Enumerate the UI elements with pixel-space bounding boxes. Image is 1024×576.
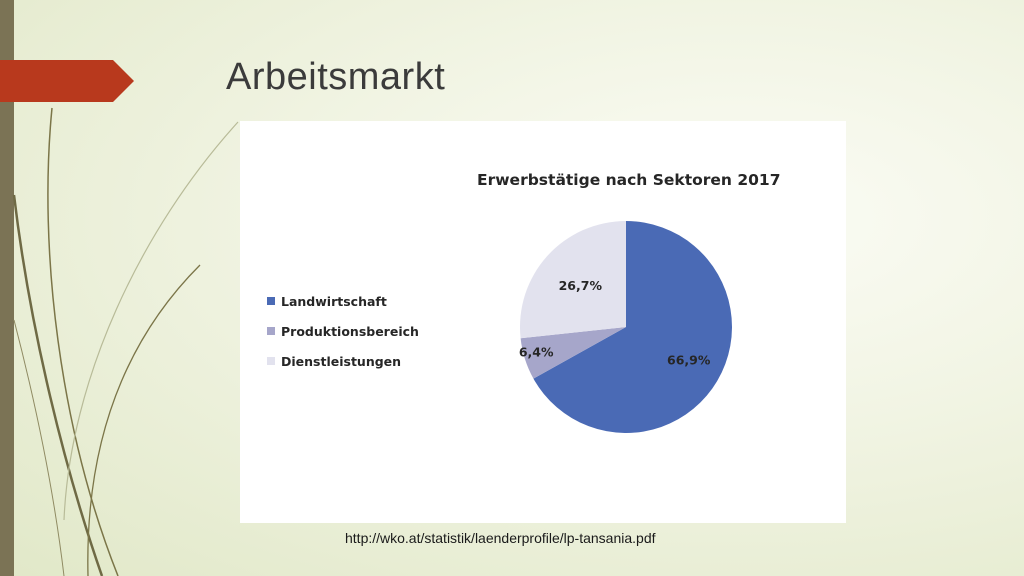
pie-data-label: 26,7% [559,278,603,293]
chart-title: Erwerbstätige nach Sektoren 2017 [477,171,781,189]
pie-slice-dienstleistungen [519,220,626,339]
pie-slice-landwirtschaft [533,221,732,433]
slide-title: Arbeitsmarkt [226,56,446,98]
legend-swatch [267,357,275,365]
legend-swatch [267,327,275,335]
pie-data-label: 6,4% [519,345,554,360]
legend-item-dienstleistungen: Dienstleistungen [267,346,419,376]
pie-chart: 66,9% 6,4% 26,7% [519,220,732,433]
legend-swatch [267,297,275,305]
legend-label: Landwirtschaft [281,293,387,309]
source-link[interactable]: http://wko.at/statistik/laenderprofile/l… [345,530,656,546]
pie-slice-produktionsbereich [520,327,626,379]
title-accent-arrow [0,60,134,102]
decorative-swooshes [12,107,239,576]
legend-label: Produktionsbereich [281,323,419,339]
legend-label: Dienstleistungen [281,353,402,369]
legend-item-produktionsbereich: Produktionsbereich [267,316,419,346]
chart-card: Erwerbstätige nach Sektoren 2017 Landwir… [240,121,846,523]
legend-item-landwirtschaft: Landwirtschaft [267,286,419,316]
pie-data-label: 66,9% [667,352,711,367]
left-accent-stripe [0,0,14,576]
chart-legend: Landwirtschaft Produktionsbereich Dienst… [267,286,419,376]
